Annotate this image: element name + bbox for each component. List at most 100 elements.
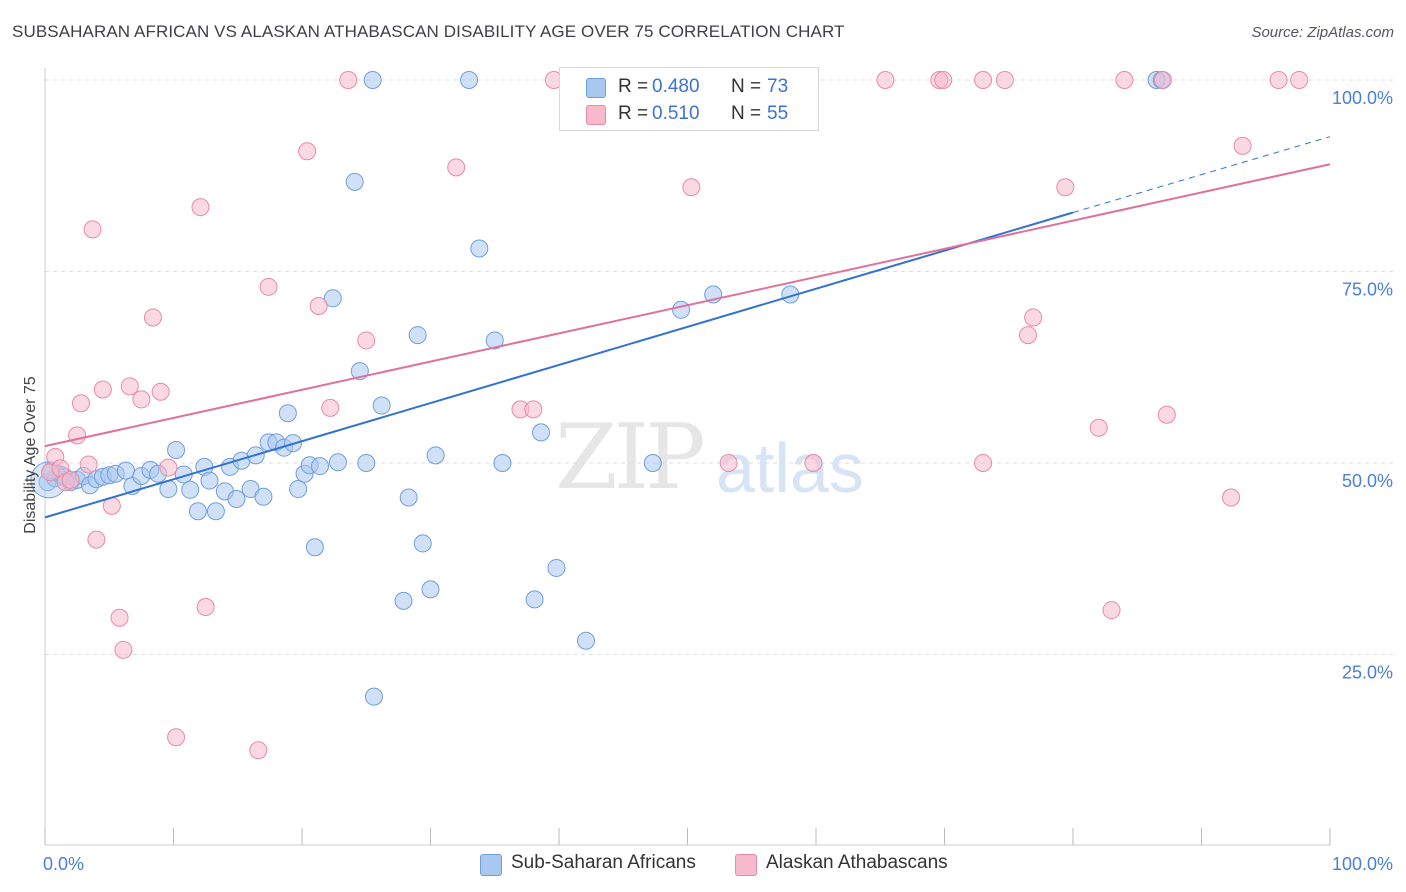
trend-line-sub-saharan [44, 211, 1074, 519]
data-point-athabascan [1233, 136, 1252, 155]
data-point-sub-saharan [227, 490, 246, 509]
series-sub-saharan-points [30, 71, 1171, 706]
legend-row-sub-saharan: R = 0.480 N = 73 [560, 75, 818, 101]
data-point-sub-saharan [426, 446, 445, 465]
legend-n-value: 73 [767, 76, 789, 97]
data-point-sub-saharan [413, 534, 432, 553]
watermark-zip: ZIP [555, 405, 706, 510]
data-point-sub-saharan [345, 172, 364, 191]
data-point-sub-saharan [576, 631, 595, 650]
data-point-athabascan [167, 728, 186, 747]
legend-r-label: R = [618, 76, 649, 97]
data-point-sub-saharan [188, 502, 207, 521]
data-point-athabascan [87, 530, 106, 549]
data-point-athabascan [151, 382, 170, 401]
trend-line-athabascan [44, 163, 1331, 448]
data-point-sub-saharan [254, 487, 273, 506]
data-point-athabascan [934, 71, 953, 89]
data-point-sub-saharan [394, 591, 413, 610]
data-point-athabascan [196, 598, 215, 617]
data-point-athabascan [309, 296, 328, 315]
x-tick-label: 0.0% [43, 854, 84, 874]
legend-n-label: N = [731, 76, 762, 97]
data-point-athabascan [120, 377, 139, 396]
data-point-athabascan [61, 470, 80, 489]
data-point-athabascan [995, 71, 1014, 89]
data-point-athabascan [1089, 418, 1108, 437]
y-axis-label: Disability Age Over 75 [22, 376, 39, 534]
data-point-sub-saharan [289, 480, 308, 499]
watermark-atlas: atlas [716, 429, 864, 507]
data-point-athabascan [719, 454, 738, 472]
data-point-athabascan [321, 398, 340, 417]
data-point-athabascan [1290, 71, 1309, 89]
y-tick-label: 100.0% [1332, 88, 1393, 108]
data-point-athabascan [132, 390, 151, 409]
data-point-sub-saharan [643, 454, 662, 472]
data-point-athabascan [1269, 71, 1288, 89]
legend-n-label: N = [731, 103, 762, 124]
data-point-sub-saharan [310, 457, 329, 476]
data-point-sub-saharan [460, 71, 479, 89]
data-point-sub-saharan [525, 590, 544, 609]
data-point-athabascan [804, 454, 823, 472]
y-tick-label: 25.0% [1342, 663, 1393, 683]
data-point-athabascan [191, 198, 210, 217]
data-point-sub-saharan [323, 289, 342, 308]
legend-swatch-pink [586, 105, 606, 125]
data-point-sub-saharan [672, 300, 691, 319]
legend-n-value: 55 [767, 103, 789, 124]
data-point-athabascan [79, 455, 98, 474]
data-point-sub-saharan [363, 71, 382, 89]
legend-r-label: R = [618, 103, 649, 124]
data-point-athabascan [259, 277, 278, 296]
data-point-athabascan [974, 454, 993, 472]
data-point-athabascan [1102, 601, 1121, 620]
bottom-legend-label: Sub-Saharan Africans [511, 852, 696, 873]
data-point-sub-saharan [116, 461, 135, 480]
data-point-athabascan [876, 71, 895, 89]
data-point-sub-saharan [408, 326, 427, 345]
data-point-athabascan [298, 142, 317, 161]
data-point-athabascan [682, 178, 701, 197]
trend-line-sub-saharan-extension [1072, 136, 1331, 213]
data-point-athabascan [249, 741, 268, 760]
axes [44, 68, 1331, 846]
tick-labels: 25.0% 50.0% 75.0% 100.0% 0.0% 100.0% [43, 88, 1393, 874]
data-point-sub-saharan [206, 502, 225, 521]
legend-r-value: 0.480 [652, 76, 700, 97]
data-point-sub-saharan [470, 239, 489, 258]
data-point-athabascan [110, 608, 129, 627]
data-point-athabascan [1115, 71, 1134, 89]
data-point-athabascan [93, 380, 112, 399]
data-point-athabascan [1019, 326, 1038, 345]
data-point-sub-saharan [399, 488, 418, 507]
data-point-athabascan [357, 331, 376, 350]
data-point-sub-saharan [305, 538, 324, 557]
data-point-sub-saharan [167, 440, 186, 459]
bottom-legend: Sub-Saharan Africans Alaskan Athabascans [0, 852, 1406, 878]
trend-lines [44, 136, 1331, 519]
data-point-sub-saharan [493, 454, 512, 472]
legend-row-athabascan: R = 0.510 N = 55 [560, 102, 818, 128]
gridlines [45, 79, 1395, 655]
data-point-athabascan [339, 71, 358, 89]
legend-swatch-blue [586, 78, 606, 98]
legend: R = 0.480 N = 73 R = 0.510 N = 55 [559, 67, 819, 131]
data-point-sub-saharan [328, 453, 347, 472]
data-point-athabascan [974, 71, 993, 89]
x-tick-label: 100.0% [1332, 854, 1393, 874]
data-point-athabascan [1024, 308, 1043, 327]
data-point-athabascan [1056, 178, 1075, 197]
y-tick-label: 50.0% [1342, 471, 1393, 491]
series-athabascan-points [41, 71, 1309, 760]
y-tick-label: 75.0% [1342, 280, 1393, 300]
data-point-athabascan [524, 400, 543, 419]
data-point-athabascan [83, 220, 102, 239]
data-point-athabascan [143, 308, 162, 327]
data-point-athabascan [114, 640, 133, 659]
data-point-sub-saharan [372, 396, 391, 415]
chart-title: SUBSAHARAN AFRICAN VS ALASKAN ATHABASCAN… [12, 22, 845, 41]
data-point-sub-saharan [357, 454, 376, 472]
